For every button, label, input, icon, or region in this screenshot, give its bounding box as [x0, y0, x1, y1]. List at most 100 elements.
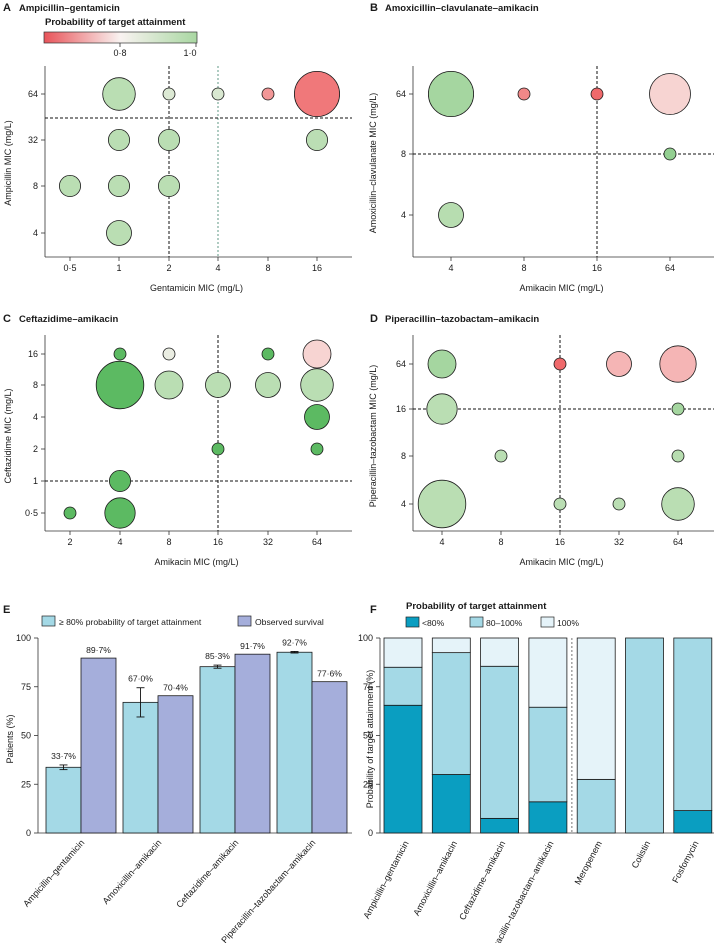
x-tick-label: 16	[555, 537, 565, 547]
y-tick-label: 0	[26, 828, 31, 838]
panel-a-axes: 0·5 1 2 4 8 16 4 8 32 64 Gentamicin MIC (mg/L) Ampi…	[3, 66, 352, 293]
bubble	[417, 479, 467, 529]
y-tick-label: 0·5	[25, 508, 38, 518]
x-tick-label: 2	[67, 537, 72, 547]
data-label: 91·7%	[240, 641, 265, 651]
bubble	[157, 128, 180, 151]
y-tick-label: 75	[363, 682, 373, 692]
bubble	[205, 372, 231, 398]
bar-pta	[122, 701, 159, 834]
legend-swatch-100	[540, 616, 555, 628]
bubble	[612, 497, 626, 511]
x-category-label: Ampicillin–gentamicin	[21, 838, 86, 909]
y-tick-label: 32	[28, 135, 38, 145]
panel-b-axes: 4 8 16 64 4 8 64 Amikacin MIC (mg/L) Amoxicillin…	[368, 66, 714, 293]
y-tick-label: 0	[368, 828, 373, 838]
y-tick-label: 4	[33, 412, 38, 422]
panel-label-a: A	[3, 2, 11, 14]
stacked-bar-segment	[576, 778, 616, 834]
y-tick-label: 8	[401, 149, 406, 159]
x-axis-label: Amikacin MIC (mg/L)	[154, 557, 238, 567]
bubble	[426, 393, 458, 425]
y-axis-label: Amoxicillin–clavulanate MIC (mg/L)	[368, 93, 378, 234]
bubble	[438, 202, 464, 228]
stacked-bar-segment	[528, 637, 568, 708]
y-tick-label: 64	[396, 359, 406, 369]
y-axis-label: Probability of target attainment (%)	[365, 670, 375, 809]
stacked-bar-segment	[383, 666, 423, 706]
y-tick-label: 25	[21, 779, 31, 789]
x-tick-label: 4	[215, 263, 220, 273]
bubble	[659, 345, 697, 383]
bubble	[553, 497, 567, 511]
x-category-label: Ampicillin–gentamicin	[361, 839, 410, 920]
colorbar	[43, 31, 198, 44]
bubble	[162, 87, 176, 101]
colorbar-tick-label: 1·0	[183, 48, 196, 58]
y-tick-label: 4	[401, 210, 406, 220]
stacked-bar-segment	[576, 637, 616, 780]
legend-label-below-80: <80%	[422, 618, 445, 628]
y-tick-label: 25	[363, 779, 373, 789]
legend-label-pta: ≥ 80% probability of target attainment	[59, 617, 202, 627]
data-label: 89·7%	[86, 645, 111, 655]
x-category-label: Meropenem	[573, 839, 604, 886]
bar-survival	[311, 681, 348, 834]
legend-label-80-100: 80–100%	[486, 618, 523, 628]
stacked-bar-segment	[431, 637, 471, 654]
bubble	[427, 349, 457, 379]
panel-f-axes: 0 25 50 75 100 Probability of target attainme…	[358, 633, 714, 943]
bubble	[157, 174, 180, 197]
y-axis-label: Ampicillin MIC (mg/L)	[3, 120, 13, 206]
x-category-label: Ceftazidime–amikacin	[457, 839, 507, 921]
legend-swatch-pta	[41, 615, 56, 627]
data-label: 67·0%	[128, 674, 153, 684]
y-tick-label: 50	[21, 731, 31, 741]
panel-a-title: Ampicillin–gentamicin	[19, 3, 120, 14]
bubble	[649, 73, 691, 115]
x-tick-label: 4	[439, 537, 444, 547]
stacked-bar-segment	[528, 801, 568, 834]
y-tick-label: 50	[363, 731, 373, 741]
panel-f-title: Probability of target attainment	[406, 601, 547, 612]
y-tick-label: 4	[401, 499, 406, 509]
panel-e: E ≥ 80% probability of target attainment…	[3, 604, 352, 943]
bubble	[162, 347, 176, 361]
bubble	[305, 128, 328, 151]
bubble	[517, 87, 531, 101]
panel-c-title: Ceftazidime–amikacin	[19, 314, 118, 325]
stacked-bar-segment	[431, 774, 471, 834]
panel-d: D Piperacillin–tazobactam–amikacin 4 8 16 3…	[368, 313, 714, 567]
bubble	[211, 87, 225, 101]
data-label: 77·6%	[317, 669, 342, 679]
stacked-bar-segment	[480, 637, 520, 667]
stacked-bar-segment	[383, 637, 423, 668]
x-tick-label: 16	[213, 537, 223, 547]
x-tick-label: 64	[312, 537, 322, 547]
x-tick-label: 4	[117, 537, 122, 547]
x-tick-label: 16	[592, 263, 602, 273]
bubble	[494, 449, 508, 463]
y-tick-label: 100	[16, 633, 31, 643]
x-tick-label: 64	[673, 537, 683, 547]
x-category-label: Amoxicillin–amikacin	[411, 839, 459, 917]
x-category-label: Amoxicillin–amikacin	[100, 838, 163, 906]
bar-pta	[199, 666, 236, 834]
x-tick-label: 32	[614, 537, 624, 547]
panel-label-d: D	[370, 313, 378, 325]
x-axis-label: Gentamicin MIC (mg/L)	[150, 283, 243, 293]
panel-f-legend: <80% 80–100% 100%	[405, 616, 579, 628]
data-label: 85·3%	[205, 651, 230, 661]
stacked-bar-segment	[431, 652, 471, 775]
bubble	[104, 497, 136, 529]
bubble	[109, 469, 132, 492]
panel-d-axes: 4 8 16 32 64 4 8 16 64 Amikacin MIC (mg/L) Piperac…	[368, 335, 714, 567]
panel-c: C Ceftazidime–amikacin 2 4 8 16 32 64 0·5 1 2 4 8 1…	[3, 313, 352, 567]
panel-label-e: E	[3, 604, 10, 616]
x-tick-label: 8	[166, 537, 171, 547]
stacked-bar-segment	[528, 706, 568, 803]
x-tick-label: 8	[498, 537, 503, 547]
stacked-bar-segment	[480, 665, 520, 819]
bubble	[293, 71, 340, 118]
bar-survival	[80, 657, 117, 834]
